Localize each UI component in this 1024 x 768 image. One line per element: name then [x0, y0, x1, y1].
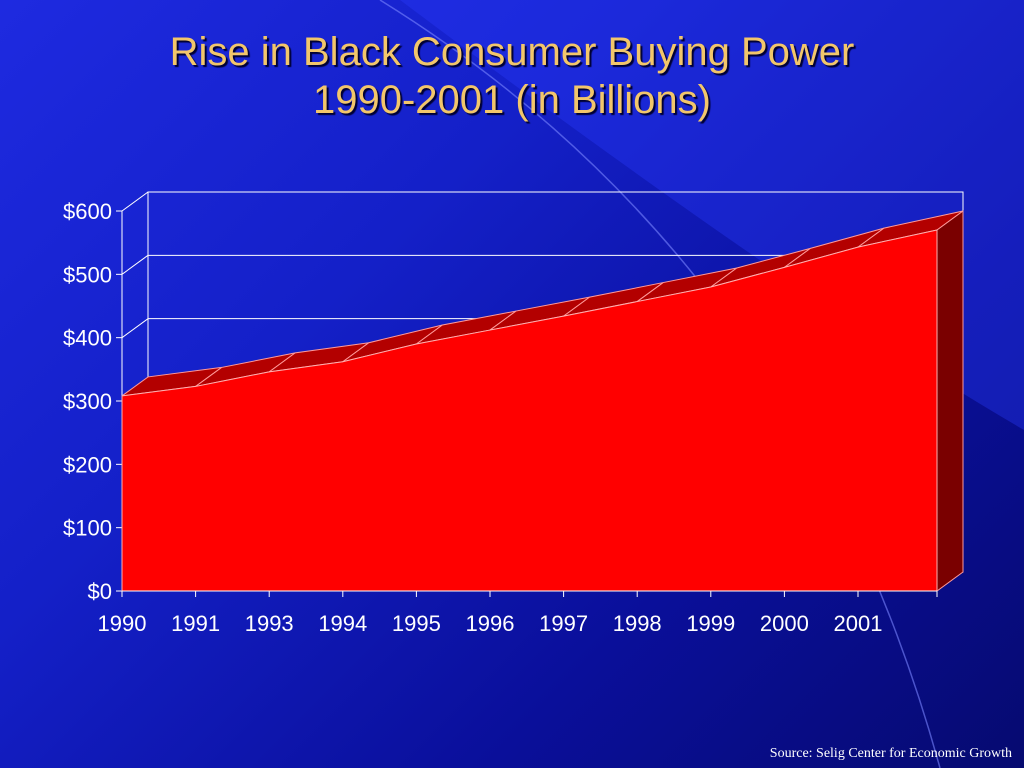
page-title: Rise in Black Consumer Buying Power 1990…: [0, 28, 1024, 124]
area-front-face: [121, 229, 938, 592]
y-tick-label: $100: [63, 516, 112, 541]
source-note: Source: Selig Center for Economic Growth: [769, 746, 1012, 761]
area-side-face: [936, 210, 964, 592]
x-tick-label: 1998: [613, 611, 662, 636]
title-line-2: 1990-2001 (in Billions): [312, 78, 711, 122]
data-point: [121, 395, 123, 397]
wall-edge: [121, 191, 149, 212]
data-point: [489, 329, 491, 331]
x-tick-label: 1997: [539, 611, 588, 636]
data-point: [342, 361, 344, 363]
data-point: [710, 286, 712, 288]
y-tick-label: $600: [63, 199, 112, 224]
x-tick-label: 1993: [245, 611, 294, 636]
x-tick-label: 2000: [760, 611, 809, 636]
gridline-depth: [121, 318, 149, 339]
title-line-1: Rise in Black Consumer Buying Power: [169, 30, 855, 74]
y-tick-label: $400: [63, 326, 112, 351]
y-tick-label: $0: [88, 579, 112, 604]
y-tick-label: $300: [63, 389, 112, 414]
gridline-depth: [121, 254, 149, 275]
data-point: [636, 301, 638, 303]
x-tick-label: 1994: [318, 611, 367, 636]
data-point: [563, 315, 565, 317]
x-tick-label: 1999: [686, 611, 735, 636]
x-tick-label: 1991: [171, 611, 220, 636]
x-tick-label: 2001: [834, 611, 883, 636]
data-point: [415, 343, 417, 345]
x-tick-label: 1990: [98, 611, 147, 636]
data-point: [857, 246, 859, 248]
x-tick-label: 1996: [466, 611, 515, 636]
data-point: [783, 266, 785, 268]
data-point: [268, 371, 270, 373]
y-tick-label: $200: [63, 452, 112, 477]
x-tick-label: 1995: [392, 611, 441, 636]
y-tick-label: $500: [63, 262, 112, 287]
data-point: [195, 385, 197, 387]
